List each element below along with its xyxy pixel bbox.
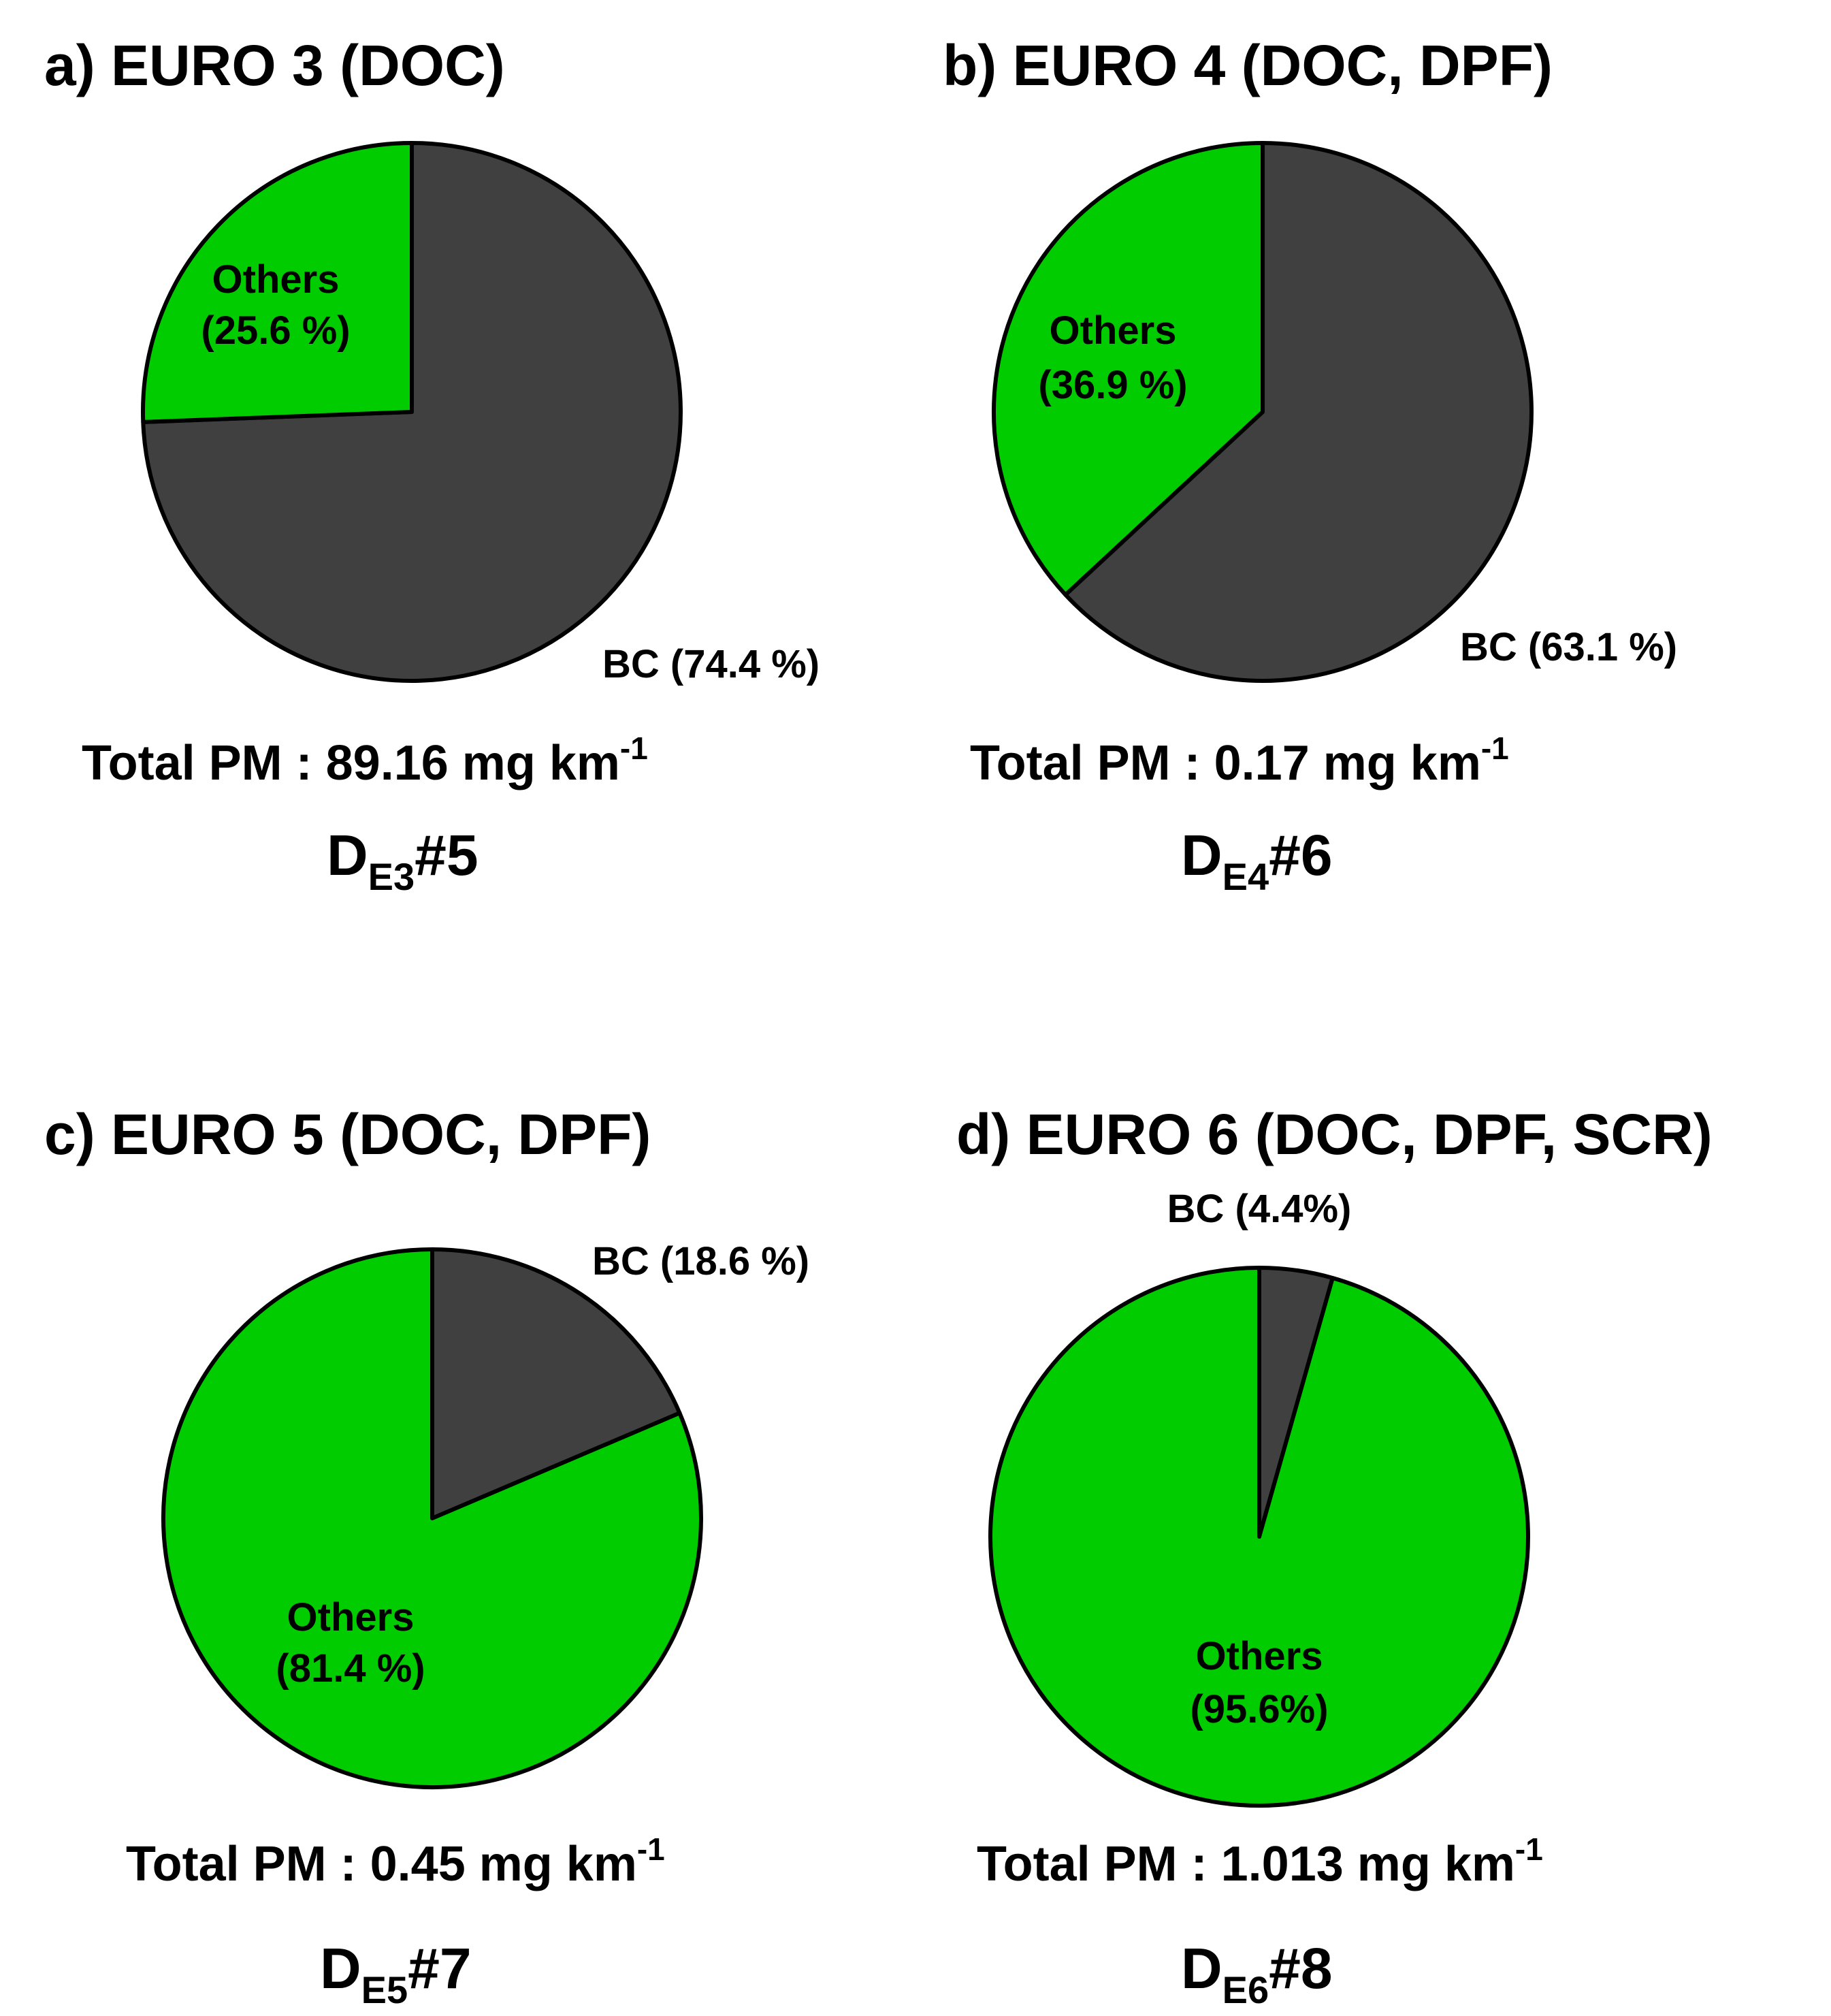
sample-id: DE6#8	[1181, 1936, 1333, 2011]
sample-id: DE5#7	[320, 1936, 472, 2011]
chart-title: c) EURO 5 (DOC, DPF)	[44, 1102, 651, 1166]
total-pm-label: Total PM : 1.013 mg km-1	[977, 1831, 1543, 1891]
chart-title: d) EURO 6 (DOC, DPF, SCR)	[956, 1102, 1713, 1166]
slice-label-others: Others	[287, 1595, 415, 1639]
slice-label-bc: BC (18.6 %)	[592, 1239, 809, 1283]
chart-panel-3: d) EURO 6 (DOC, DPF, SCR) BC (4.4%) Others…	[916, 1008, 1831, 2015]
pie-slice-others	[992, 141, 1265, 597]
chart-panel-2: c) EURO 5 (DOC, DPF) BC (18.6 %) Others (81…	[0, 1008, 916, 2015]
pie-chart-svg: d) EURO 6 (DOC, DPF, SCR) BC (4.4%) Others…	[956, 1102, 1713, 2011]
sample-id: DE4#6	[1181, 823, 1333, 898]
slice-label-bc: BC (63.1 %)	[1460, 625, 1677, 669]
chart-panel-1: b) EURO 4 (DOC, DPF) BC (63.1 %) Others (36…	[916, 0, 1831, 1008]
slice-label-others: (81.4 %)	[276, 1646, 425, 1691]
slice-label-others: (95.6%)	[1190, 1687, 1328, 1731]
sample-id: DE3#5	[327, 823, 479, 898]
pie-chart-svg: b) EURO 4 (DOC, DPF) BC (63.1 %) Others (36…	[943, 33, 1677, 898]
slice-label-others: (36.9 %)	[1038, 363, 1187, 407]
chart-panel-0: a) EURO 3 (DOC) BC (74.4 %) Others (25.6 %)…	[0, 0, 916, 1008]
total-pm-label: Total PM : 0.45 mg km-1	[126, 1831, 665, 1891]
slice-label-others: (25.6 %)	[201, 308, 350, 353]
chart-title: b) EURO 4 (DOC, DPF)	[943, 33, 1553, 97]
pie-slice-others	[161, 1247, 703, 1789]
total-pm-label: Total PM : 0.17 mg km-1	[970, 731, 1509, 790]
slice-label-others: Others	[1050, 308, 1177, 353]
slice-label-others: Others	[212, 257, 340, 302]
pie-slice-others	[141, 141, 414, 424]
slice-label-others: Others	[1196, 1634, 1323, 1678]
chart-title: a) EURO 3 (DOC)	[44, 33, 505, 97]
slice-label-bc: BC (74.4 %)	[602, 642, 820, 686]
slice-label-bc: BC (4.4%)	[1167, 1187, 1352, 1231]
pie-slice-bc	[1063, 141, 1534, 683]
pie-slice-others	[988, 1266, 1530, 1808]
pie-slice-bc	[430, 1247, 682, 1520]
pie-chart-svg: a) EURO 3 (DOC) BC (74.4 %) Others (25.6 %)…	[44, 33, 820, 898]
pie-chart-svg: c) EURO 5 (DOC, DPF) BC (18.6 %) Others (81…	[44, 1102, 809, 2011]
total-pm-label: Total PM : 89.16 mg km-1	[82, 731, 648, 790]
